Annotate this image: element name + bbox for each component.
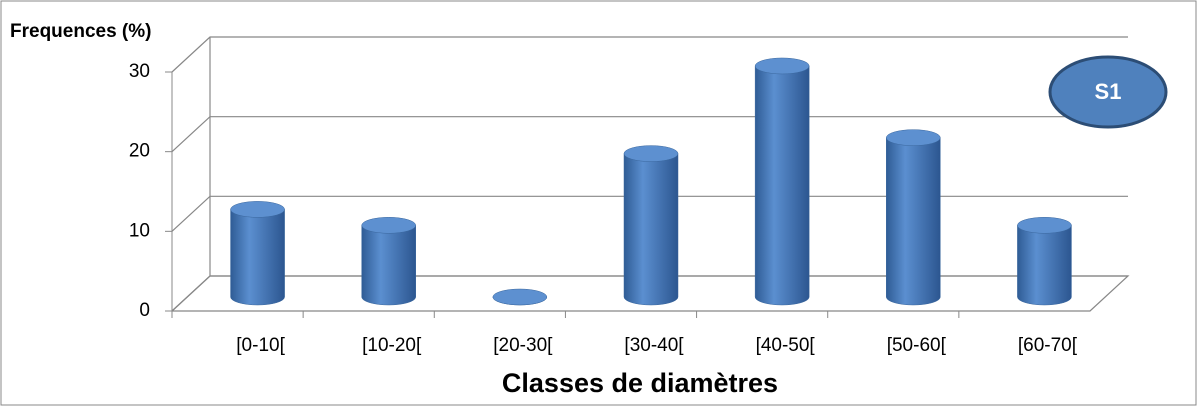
y-tick-label: 30	[129, 61, 150, 82]
y-tick-label: 10	[129, 220, 150, 241]
bar	[1017, 225, 1072, 306]
badge	[1048, 55, 1168, 129]
bar	[230, 209, 285, 306]
x-tick-label: [30-40[	[624, 335, 684, 356]
x-tick-label: [50-60[	[887, 335, 947, 356]
bar-top	[886, 129, 941, 146]
y-tick-label: 20	[129, 141, 150, 162]
x-axis-title: Classes de diamètres	[502, 368, 778, 398]
bar	[754, 65, 810, 306]
bar-top	[1017, 217, 1072, 234]
x-tick-label: [0-10[	[236, 335, 285, 356]
bar	[623, 153, 679, 306]
bar	[361, 225, 416, 306]
grid-line	[171, 275, 1128, 312]
badge-label: S1	[1095, 79, 1122, 104]
bar-top	[230, 201, 285, 218]
x-tick-label: [20-30[	[493, 335, 553, 356]
y-tick-label: 0	[139, 300, 150, 321]
bar-top	[361, 217, 416, 234]
grid-line	[171, 195, 1128, 232]
grid-line	[171, 36, 1128, 73]
bar	[886, 137, 941, 306]
bar-top	[623, 145, 679, 162]
y-axis-title: Frequences (%)	[10, 21, 151, 42]
x-tick-label: [10-20[	[362, 335, 422, 356]
x-tick-label: [40-50[	[756, 335, 816, 356]
bar-top	[754, 57, 810, 75]
bar-top	[492, 288, 548, 306]
grid-line	[171, 116, 1128, 153]
x-tick-label: [60-70[	[1018, 335, 1078, 356]
